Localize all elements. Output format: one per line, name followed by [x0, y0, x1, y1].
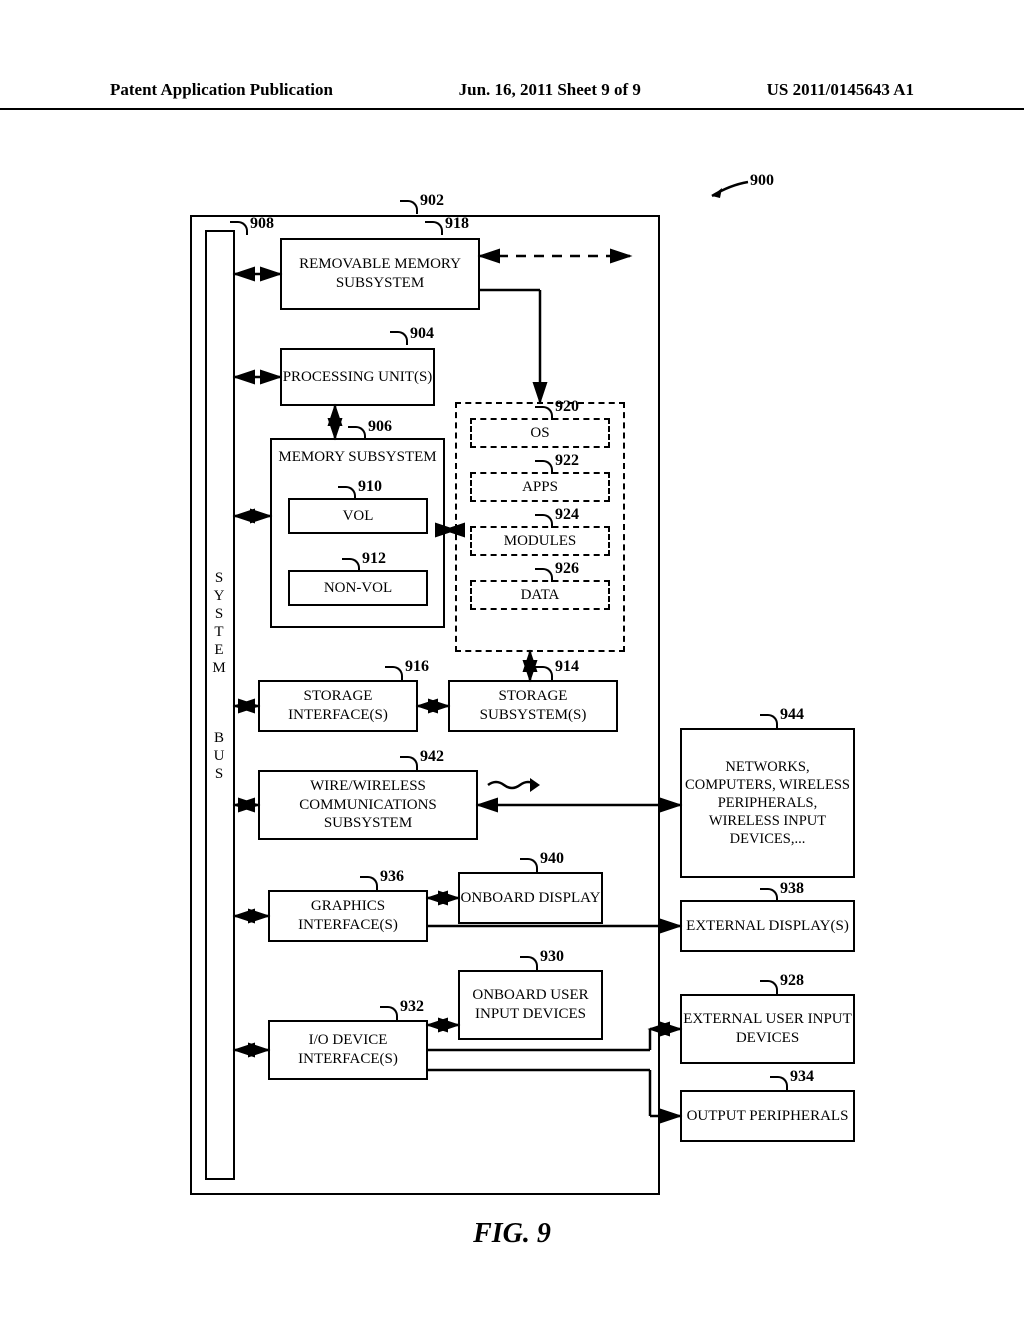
label-926: DATA: [521, 586, 560, 605]
ref-920: 920: [555, 398, 579, 416]
label-916: STORAGE INTERFACE(S): [260, 687, 416, 725]
ref-938: 938: [780, 880, 804, 898]
box-908-bus: [205, 230, 235, 1180]
label-sysbus-top: SYSTEM: [210, 570, 227, 678]
label-912: NON-VOL: [324, 579, 392, 598]
page-header: Patent Application Publication Jun. 16, …: [0, 80, 1024, 110]
label-938: EXTERNAL DISPLAY(S): [686, 917, 849, 936]
header-left: Patent Application Publication: [110, 80, 333, 100]
box-926: DATA: [470, 580, 610, 610]
diagram-area: 900 902 SYSTEM BUS 908 REMOVABLE MEMORY …: [110, 170, 890, 1190]
ref-914: 914: [555, 658, 579, 676]
box-916: STORAGE INTERFACE(S): [258, 680, 418, 732]
ref-904: 904: [410, 325, 434, 343]
ref-926: 926: [555, 560, 579, 578]
ref-942: 942: [420, 748, 444, 766]
label-920: OS: [530, 424, 549, 443]
ref-902: 902: [420, 192, 444, 210]
box-922: APPS: [470, 472, 610, 502]
header-right: US 2011/0145643 A1: [767, 80, 914, 100]
lead-944: [760, 714, 778, 728]
box-904: PROCESSING UNIT(S): [280, 348, 435, 406]
ref-936: 936: [380, 868, 404, 886]
label-940: ONBOARD DISPLAY: [461, 889, 601, 908]
box-940: ONBOARD DISPLAY: [458, 872, 603, 924]
ref-916: 916: [405, 658, 429, 676]
box-912: NON-VOL: [288, 570, 428, 606]
label-932: I/O DEVICE INTERFACE(S): [270, 1031, 426, 1069]
label-924: MODULES: [504, 532, 577, 551]
label-918: REMOVABLE MEMORY SUBSYSTEM: [282, 255, 478, 293]
label-904: PROCESSING UNIT(S): [283, 368, 433, 387]
label-936: GRAPHICS INTERFACE(S): [270, 897, 426, 935]
lead-902: [400, 200, 418, 214]
box-944: NETWORKS, COMPUTERS, WIRELESS PERIPHERAL…: [680, 728, 855, 878]
ref-918: 918: [445, 215, 469, 233]
ref-924: 924: [555, 506, 579, 524]
header-center: Jun. 16, 2011 Sheet 9 of 9: [459, 80, 641, 100]
box-924: MODULES: [470, 526, 610, 556]
ref-932: 932: [400, 998, 424, 1016]
ref-928: 928: [780, 972, 804, 990]
box-918: REMOVABLE MEMORY SUBSYSTEM: [280, 238, 480, 310]
box-930: ONBOARD USER INPUT DEVICES: [458, 970, 603, 1040]
label-944: NETWORKS, COMPUTERS, WIRELESS PERIPHERAL…: [682, 758, 853, 849]
label-914: STORAGE SUBSYSTEM(S): [450, 687, 616, 725]
box-914: STORAGE SUBSYSTEM(S): [448, 680, 618, 732]
ref-910: 910: [358, 478, 382, 496]
box-920: OS: [470, 418, 610, 448]
box-932: I/O DEVICE INTERFACE(S): [268, 1020, 428, 1080]
box-936: GRAPHICS INTERFACE(S): [268, 890, 428, 942]
label-934: OUTPUT PERIPHERALS: [687, 1107, 849, 1126]
ref-922: 922: [555, 452, 579, 470]
label-928: EXTERNAL USER INPUT DEVICES: [682, 1010, 853, 1048]
box-934: OUTPUT PERIPHERALS: [680, 1090, 855, 1142]
ref-912: 912: [362, 550, 386, 568]
label-922: APPS: [522, 478, 558, 497]
label-sysbus-bot: BUS: [210, 730, 227, 784]
ref-944: 944: [780, 706, 804, 724]
ref-900: 900: [750, 172, 774, 190]
label-906: MEMORY SUBSYSTEM: [278, 448, 436, 467]
lead-934: [770, 1076, 788, 1090]
box-928: EXTERNAL USER INPUT DEVICES: [680, 994, 855, 1064]
box-938: EXTERNAL DISPLAY(S): [680, 900, 855, 952]
box-942: WIRE/WIRELESS COMMUNICATIONS SUBSYSTEM: [258, 770, 478, 840]
lead-900: [710, 182, 750, 202]
lead-938: [760, 888, 778, 902]
ref-908: 908: [250, 215, 274, 233]
label-930: ONBOARD USER INPUT DEVICES: [460, 986, 601, 1024]
ref-906: 906: [368, 418, 392, 436]
lead-928: [760, 980, 778, 994]
ref-940: 940: [540, 850, 564, 868]
box-910: VOL: [288, 498, 428, 534]
label-910: VOL: [343, 507, 374, 526]
ref-934: 934: [790, 1068, 814, 1086]
ref-930: 930: [540, 948, 564, 966]
label-942: WIRE/WIRELESS COMMUNICATIONS SUBSYSTEM: [260, 777, 476, 833]
figure-caption: FIG. 9: [0, 1218, 1024, 1250]
